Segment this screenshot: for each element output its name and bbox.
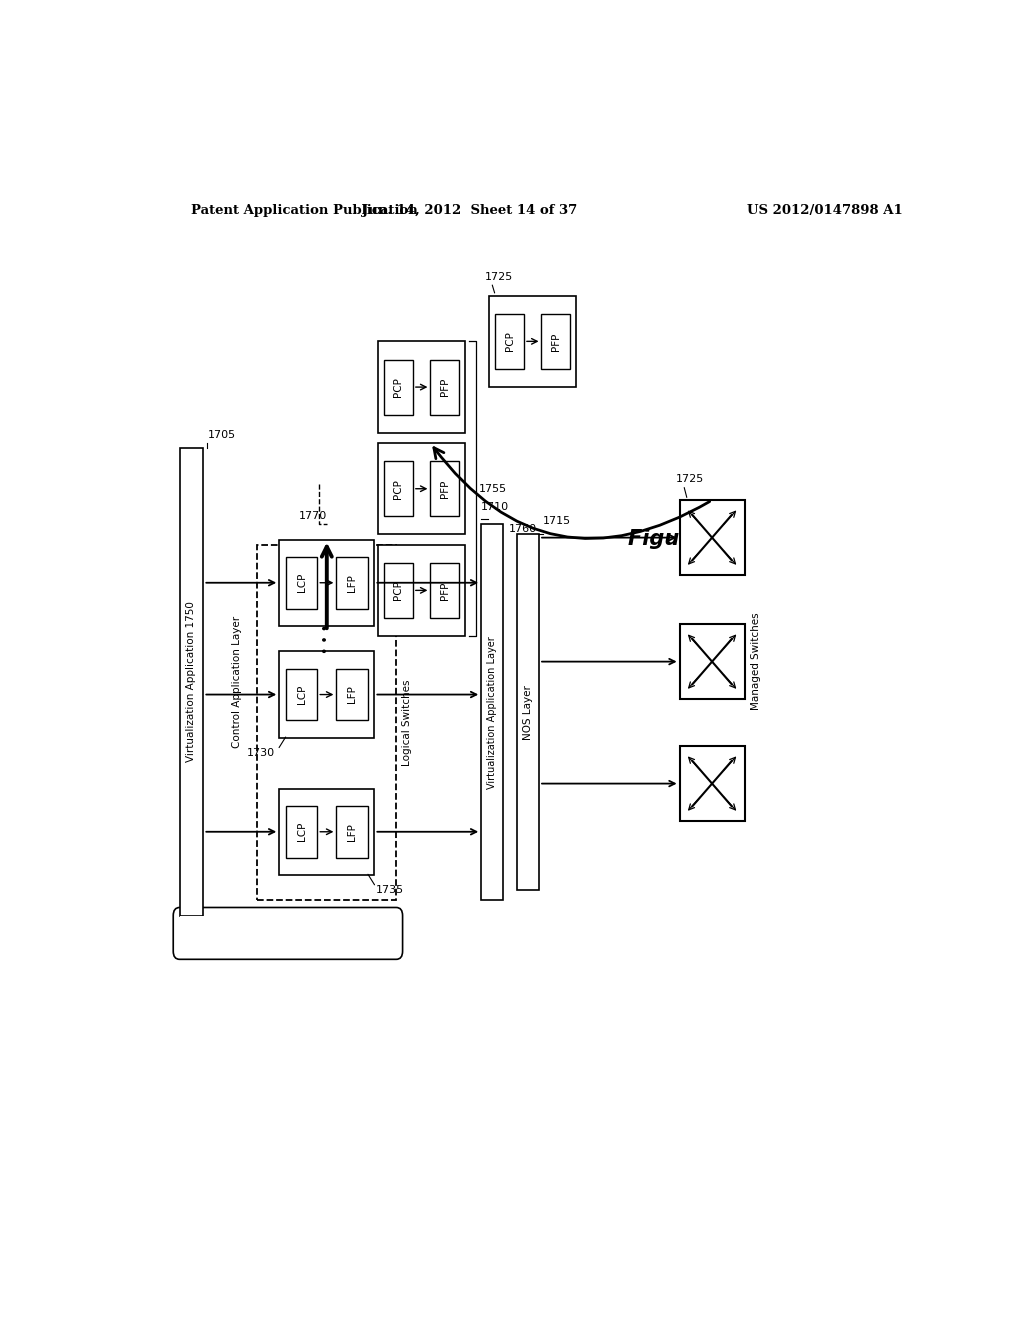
Text: US 2012/0147898 A1: US 2012/0147898 A1 bbox=[748, 205, 903, 216]
Text: 1760: 1760 bbox=[509, 524, 537, 535]
FancyArrowPatch shape bbox=[434, 447, 710, 539]
Bar bbox=[496, 314, 524, 368]
Text: 1755: 1755 bbox=[479, 483, 507, 494]
Text: LFP: LFP bbox=[347, 685, 357, 704]
Text: PCP: PCP bbox=[393, 378, 403, 397]
Bar bbox=[286, 669, 317, 721]
Bar bbox=[680, 500, 744, 576]
Bar bbox=[384, 562, 413, 618]
Text: Jun. 14, 2012  Sheet 14 of 37: Jun. 14, 2012 Sheet 14 of 37 bbox=[361, 205, 577, 216]
Text: LFP: LFP bbox=[347, 574, 357, 591]
Text: 1725: 1725 bbox=[676, 474, 703, 484]
Bar bbox=[336, 557, 368, 609]
Text: 1725: 1725 bbox=[485, 272, 513, 282]
Bar bbox=[384, 461, 413, 516]
Bar bbox=[489, 296, 577, 387]
Text: • • •: • • • bbox=[321, 623, 333, 653]
Bar bbox=[179, 447, 204, 916]
Text: PFP: PFP bbox=[439, 581, 450, 599]
Bar bbox=[336, 669, 368, 721]
Text: PFP: PFP bbox=[551, 333, 561, 351]
Text: PCP: PCP bbox=[505, 331, 515, 351]
Bar bbox=[257, 545, 396, 900]
Text: PFP: PFP bbox=[439, 378, 450, 396]
Bar bbox=[280, 651, 375, 738]
Bar bbox=[481, 524, 504, 900]
Bar bbox=[430, 461, 459, 516]
Text: Virtualization Application Layer: Virtualization Application Layer bbox=[487, 636, 498, 789]
Text: LCP: LCP bbox=[297, 573, 306, 593]
Bar bbox=[680, 746, 744, 821]
Text: Managed Switches: Managed Switches bbox=[751, 612, 761, 710]
Text: PCP: PCP bbox=[393, 479, 403, 499]
Text: Logical Switches: Logical Switches bbox=[402, 680, 413, 766]
Text: LCP: LCP bbox=[297, 685, 306, 705]
Bar bbox=[430, 359, 459, 414]
Text: LFP: LFP bbox=[347, 822, 357, 841]
Text: Virtualization Application 1750: Virtualization Application 1750 bbox=[186, 602, 197, 762]
Text: PCP: PCP bbox=[393, 581, 403, 601]
Bar bbox=[680, 624, 744, 700]
Text: Control Application Layer: Control Application Layer bbox=[231, 616, 242, 748]
Bar bbox=[286, 805, 317, 858]
Text: 1735: 1735 bbox=[376, 886, 404, 895]
Text: 1770: 1770 bbox=[299, 511, 328, 521]
Bar bbox=[378, 444, 465, 535]
Bar bbox=[430, 562, 459, 618]
Bar bbox=[384, 359, 413, 414]
Text: Patent Application Publication: Patent Application Publication bbox=[191, 205, 418, 216]
Bar bbox=[280, 540, 375, 626]
Text: LCP: LCP bbox=[297, 822, 306, 841]
Text: NOS Layer: NOS Layer bbox=[523, 685, 532, 739]
Bar bbox=[286, 557, 317, 609]
Bar bbox=[280, 788, 375, 875]
Text: 1710: 1710 bbox=[480, 502, 509, 512]
Text: 1705: 1705 bbox=[207, 430, 236, 440]
Bar bbox=[378, 342, 465, 433]
Text: 1730: 1730 bbox=[247, 748, 275, 758]
Bar bbox=[378, 545, 465, 636]
Bar bbox=[336, 805, 368, 858]
Text: PFP: PFP bbox=[439, 479, 450, 498]
FancyBboxPatch shape bbox=[173, 907, 402, 960]
Text: Figure 17: Figure 17 bbox=[628, 528, 740, 549]
Text: 1715: 1715 bbox=[543, 516, 571, 527]
Bar bbox=[542, 314, 570, 368]
Bar bbox=[517, 535, 539, 890]
Bar bbox=[179, 916, 396, 941]
